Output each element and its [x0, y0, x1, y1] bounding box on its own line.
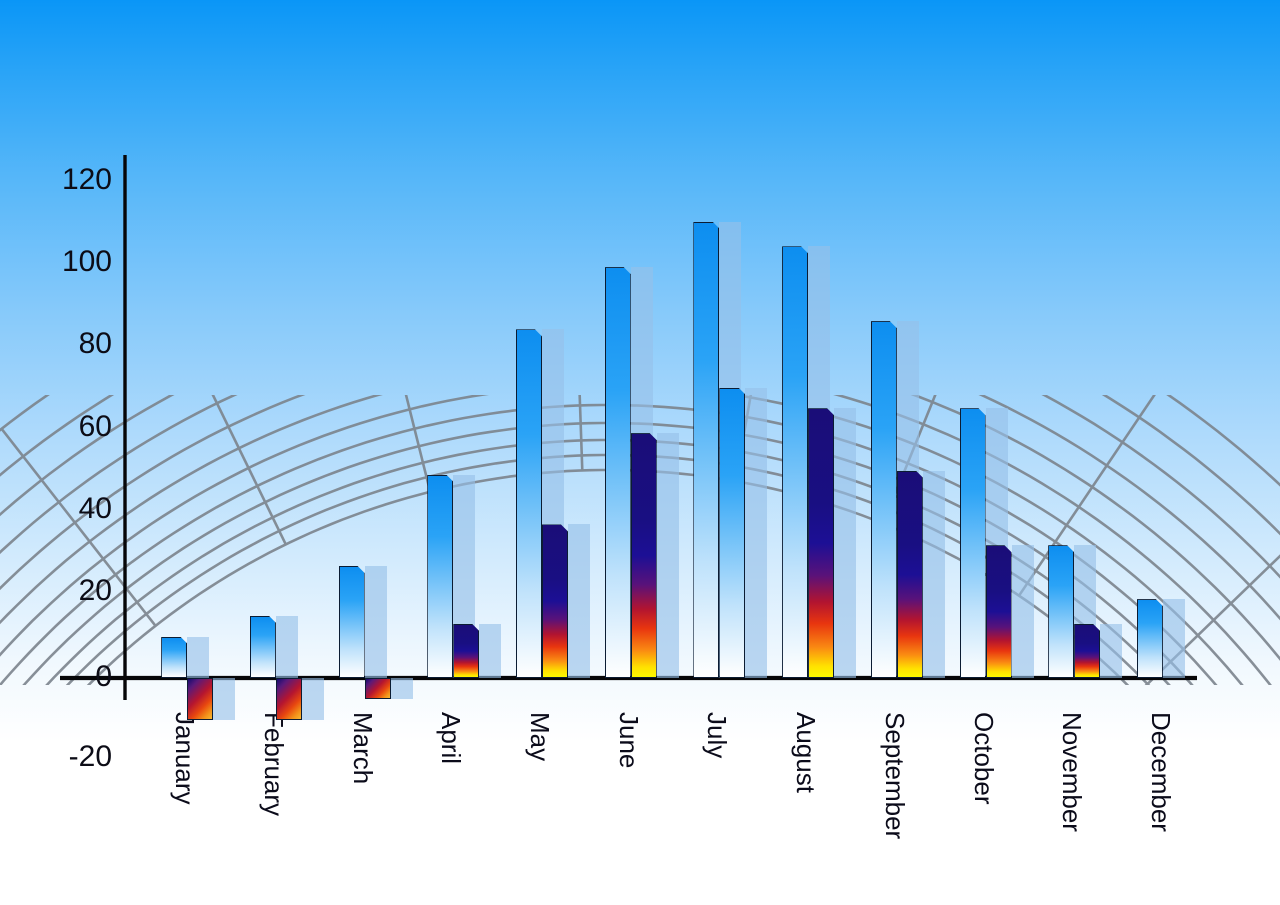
svg-text:120: 120: [62, 163, 112, 196]
svg-text:20: 20: [79, 574, 112, 607]
svg-text:80: 80: [79, 327, 112, 360]
svg-text:-20: -20: [69, 740, 112, 773]
svg-text:60: 60: [79, 410, 112, 443]
svg-text:0: 0: [95, 660, 112, 693]
svg-text:100: 100: [62, 245, 112, 278]
svg-text:40: 40: [79, 492, 112, 525]
